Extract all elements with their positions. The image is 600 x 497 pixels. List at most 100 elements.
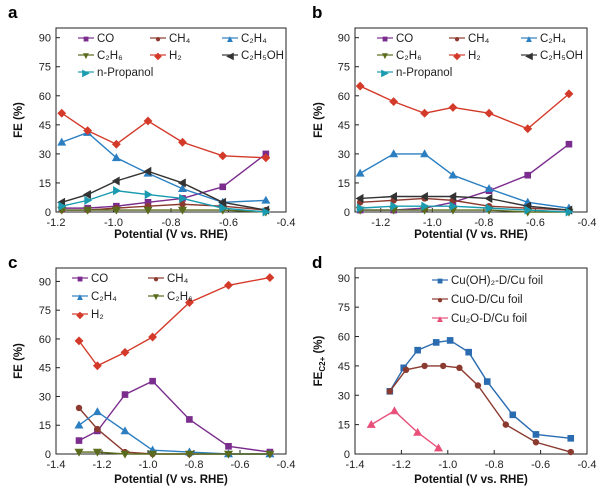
x-tick-label: -0.8 (485, 459, 504, 471)
data-point-co (75, 437, 83, 444)
legend-entry: Cu(OH)₂-D/Cu foil (451, 275, 543, 287)
x-tick-label: -1.2 (371, 217, 390, 229)
y-tick-label: 0 (45, 207, 51, 219)
data-point-h2 (184, 298, 194, 307)
data-point-c2h4 (92, 407, 102, 416)
data-point-cuo-d-cu-foil (532, 439, 540, 446)
data-point-co (565, 140, 573, 148)
series-c (74, 273, 275, 459)
axes-c: -1.4 -1.2 -1.0 -0.8 -0.6 -0.4 0 15 30 45 60 75 90 (39, 276, 296, 471)
x-tick-label: -1.0 (423, 217, 442, 229)
data-point-cu-oh-2-d-cu-foil (414, 346, 421, 354)
data-point-cu2o-d-cu-foil (413, 427, 423, 436)
data-point-c2h4 (420, 149, 430, 158)
legend-marker: ■ (83, 34, 89, 45)
data-point-c2h4 (177, 184, 188, 193)
data-point-co (225, 443, 232, 450)
x-tick-label: -0.6 (526, 217, 545, 229)
data-point-h2 (148, 332, 158, 342)
x-tick-label: -1.0 (438, 459, 457, 471)
y-tick-label: 90 (39, 276, 51, 288)
y-tick-label: 60 (39, 91, 51, 103)
legend-entry: H₂ (468, 50, 481, 62)
legend-entry: n-Propanol (97, 67, 153, 79)
y-tick-label: 30 (338, 149, 350, 161)
data-point-cuo-d-cu-foil (474, 382, 482, 389)
x-axis-label-c: Potential (V vs. RHE) (114, 474, 228, 486)
data-point-n-propanol (262, 207, 271, 217)
data-point-c2h4 (120, 426, 130, 435)
x-tick-label: -0.6 (219, 217, 238, 229)
data-point-c2h5oh (83, 190, 91, 200)
data-point-c2h6 (148, 450, 158, 459)
legend-marker: ◀ (226, 51, 234, 62)
data-point-n-propanol (356, 203, 365, 213)
legend-marker: ● (437, 295, 443, 306)
data-point-h2 (74, 336, 84, 346)
y-axis-label-c: FE (%) (13, 343, 25, 379)
data-point-c2h4 (74, 420, 84, 429)
data-point-cuo-d-cu-foil (386, 388, 393, 395)
data-point-c2h5oh (111, 176, 120, 186)
y-axis-label-a: FE (%) (13, 102, 25, 138)
y-tick-label: 75 (39, 62, 51, 74)
legend-entry: C₂H₆ (396, 50, 422, 62)
y-tick-label: 0 (45, 449, 51, 461)
legend-entry: H₂ (169, 50, 182, 62)
y-tick-label: 30 (39, 391, 51, 403)
data-point-h2 (178, 137, 187, 147)
data-point-h2 (389, 97, 399, 107)
y-tick-label: 90 (338, 273, 350, 285)
x-tick-label: -1.2 (392, 459, 411, 471)
data-point-c2h6 (143, 206, 153, 215)
legend-entry: CH₄ (468, 33, 490, 45)
legend-marker: ▼ (81, 51, 91, 62)
legend-marker: ◀ (525, 51, 533, 62)
data-point-c2h6 (177, 206, 188, 215)
data-point-cuo-d-cu-foil (567, 448, 574, 456)
legend-entry: n-Propanol (396, 67, 452, 79)
data-point-co (121, 391, 129, 398)
y-axis-label-d-sub: C2+ (318, 356, 327, 371)
data-point-c2h4 (111, 153, 121, 162)
data-point-ch4 (94, 425, 101, 433)
y-tick-label: 45 (39, 120, 51, 132)
x-axis-label-b: Potential (V vs. RHE) (414, 229, 528, 241)
legend-d: ■ Cu(OH)₂-D/Cu foil ● CuO-D/Cu foil ▲ Cu₂O-D/… (432, 275, 543, 325)
data-point-co (524, 171, 532, 179)
legend-marker: ▲ (435, 314, 445, 325)
legend-entry: CuO-D/Cu foil (451, 294, 523, 306)
x-tick-label: -0.4 (277, 217, 296, 229)
y-tick-label: 60 (338, 332, 350, 344)
legend-entry: H₂ (91, 309, 104, 321)
data-point-co (149, 377, 156, 385)
data-point-n-propanol (179, 193, 188, 203)
data-point-cu2o-d-cu-foil (434, 443, 444, 452)
y-tick-label: 0 (344, 449, 350, 461)
data-point-n-propanol (219, 203, 228, 213)
data-point-cu-oh-2-d-cu-foil (567, 435, 575, 442)
data-point-c2h5oh (448, 191, 457, 202)
legend-marker: ▶ (82, 68, 90, 79)
data-point-c2h4 (261, 195, 271, 204)
series-line-cu2o-d-cu-foil (370, 410, 439, 449)
data-point-c2h5oh (355, 193, 364, 203)
x-tick-label: -1.4 (47, 459, 66, 471)
data-point-cu-oh-2-d-cu-foil (509, 411, 517, 419)
legend-b: ■ CO ● CH₄ ▲ C₂H₄ ▼ C₂H₆ ◆ H₂ ◀ C₂H₅OH ▶ n-Propanol (377, 33, 583, 79)
y-tick-label: 15 (39, 178, 51, 190)
series-a (57, 108, 271, 217)
data-point-h2 (564, 89, 574, 99)
legend-marker: ▶ (381, 68, 389, 79)
data-point-cu-oh-2-d-cu-foil (446, 337, 454, 344)
data-point-c2h6 (223, 450, 234, 459)
y-tick-label: 90 (338, 33, 350, 45)
data-point-h2 (111, 139, 121, 149)
legend-entry: CO (396, 33, 413, 45)
legend-marker: ◆ (154, 51, 162, 62)
legend-marker: ■ (77, 274, 83, 285)
axes-d: -1.4 -1.2 -1.0 -0.8 -0.6 -0.4 0 15 30 45 60 75 90 (338, 273, 597, 471)
legend-marker: ◆ (453, 51, 461, 62)
data-point-c2h4 (389, 149, 399, 158)
